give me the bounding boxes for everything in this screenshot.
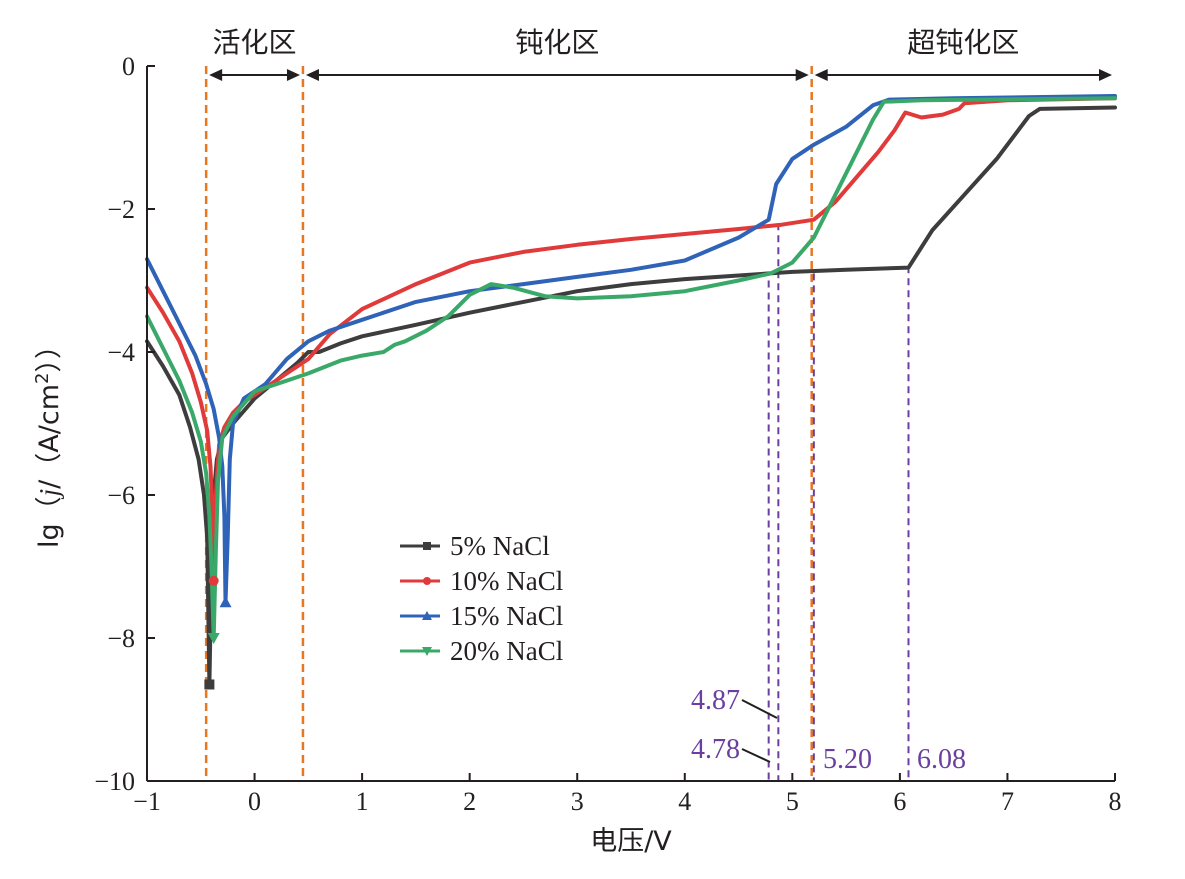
axes: −1 0 1 2 3 4 5 6 7 80−2−4−6−8−10 xyxy=(94,52,1121,816)
critical-voltage-label: 4.78 xyxy=(691,734,740,765)
legend-label: 5% NaCl xyxy=(450,531,550,561)
x-tick-label: 2 xyxy=(463,787,476,816)
marker-circle xyxy=(208,575,219,586)
x-tick-label: 6 xyxy=(893,787,906,816)
critical-voltage-label: 6.08 xyxy=(917,744,966,775)
legend-label: 20% NaCl xyxy=(450,636,563,666)
legend-label: 10% NaCl xyxy=(450,566,563,596)
series-10-nacl xyxy=(145,96,1117,583)
y-axis-title-part: /（A/cm xyxy=(34,384,65,489)
x-axis-title: 电压/V xyxy=(590,826,672,857)
x-tick-label: 3 xyxy=(571,787,584,816)
x-tick-label: 7 xyxy=(1001,787,1014,816)
series-5-nacl xyxy=(145,105,1117,687)
legend-entry: 5% NaCl xyxy=(400,531,550,561)
y-axis-title-part: ）） xyxy=(34,332,65,373)
legend-entry: 20% NaCl xyxy=(400,636,563,666)
region-boundaries xyxy=(204,66,813,781)
critical-voltage-label: 5.20 xyxy=(823,744,872,775)
y-axis-title: lg（j/（A/cm2）） xyxy=(32,332,66,548)
region-label: 超钝化区 xyxy=(907,26,1019,59)
series-line xyxy=(145,94,1117,605)
y-tick-label: 0 xyxy=(122,52,135,81)
legend: 5% NaCl 10% NaCl 15% NaCl 20% NaCl xyxy=(400,531,563,666)
legend-entry: 10% NaCl xyxy=(400,566,563,596)
legend-label: 15% NaCl xyxy=(450,601,563,631)
marker-square xyxy=(423,542,431,550)
region-arrow-head-right xyxy=(286,69,300,81)
y-tick-label: −4 xyxy=(107,338,135,367)
y-tick-label: −6 xyxy=(107,481,135,510)
region-arrow-head-right xyxy=(795,69,809,81)
region-label: 钝化区 xyxy=(515,26,599,59)
series-line xyxy=(145,96,1117,640)
marker-triangle-down xyxy=(422,647,432,656)
legend-entry: 15% NaCl xyxy=(400,601,563,631)
series-20-nacl xyxy=(145,96,1117,640)
x-tick-label: 4 xyxy=(678,787,691,816)
label-leader-line xyxy=(741,748,771,763)
critical-voltage-lines: 4.78 4.87 5.20 6.08 xyxy=(691,223,966,781)
region-arrow-head-left xyxy=(209,69,223,81)
x-tick-label: 8 xyxy=(1109,787,1122,816)
y-tick-label: −2 xyxy=(107,195,135,224)
marker-triangle-down xyxy=(207,633,220,644)
y-axis-title-part: lg（ xyxy=(34,496,65,548)
series-line xyxy=(145,96,1117,583)
y-tick-label: −10 xyxy=(94,767,135,796)
label-leader-line xyxy=(741,699,778,719)
x-tick-label: 0 xyxy=(248,787,261,816)
x-tick-label: 1 xyxy=(356,787,369,816)
y-axis-title-part: j xyxy=(34,489,64,500)
critical-voltage-label: 4.87 xyxy=(691,685,740,716)
y-tick-label: −8 xyxy=(107,624,135,653)
series-line xyxy=(145,105,1117,687)
marker-triangle-up xyxy=(422,611,432,620)
series-15-nacl xyxy=(145,94,1117,605)
region-arrows: 活化区 钝化区 超钝化区 xyxy=(209,26,1112,81)
marker-triangle-up xyxy=(219,596,232,608)
region-label: 活化区 xyxy=(213,26,297,59)
x-tick-label: −1 xyxy=(133,787,161,816)
region-arrow-head-right xyxy=(1099,69,1112,81)
series-layer xyxy=(145,94,1117,690)
region-arrow-head-left xyxy=(305,69,319,81)
marker-circle xyxy=(423,577,431,585)
region-arrow-head-left xyxy=(814,69,828,81)
y-axis-title-part: 2 xyxy=(32,373,53,384)
marker-square xyxy=(204,679,215,690)
x-tick-label: 5 xyxy=(786,787,799,816)
